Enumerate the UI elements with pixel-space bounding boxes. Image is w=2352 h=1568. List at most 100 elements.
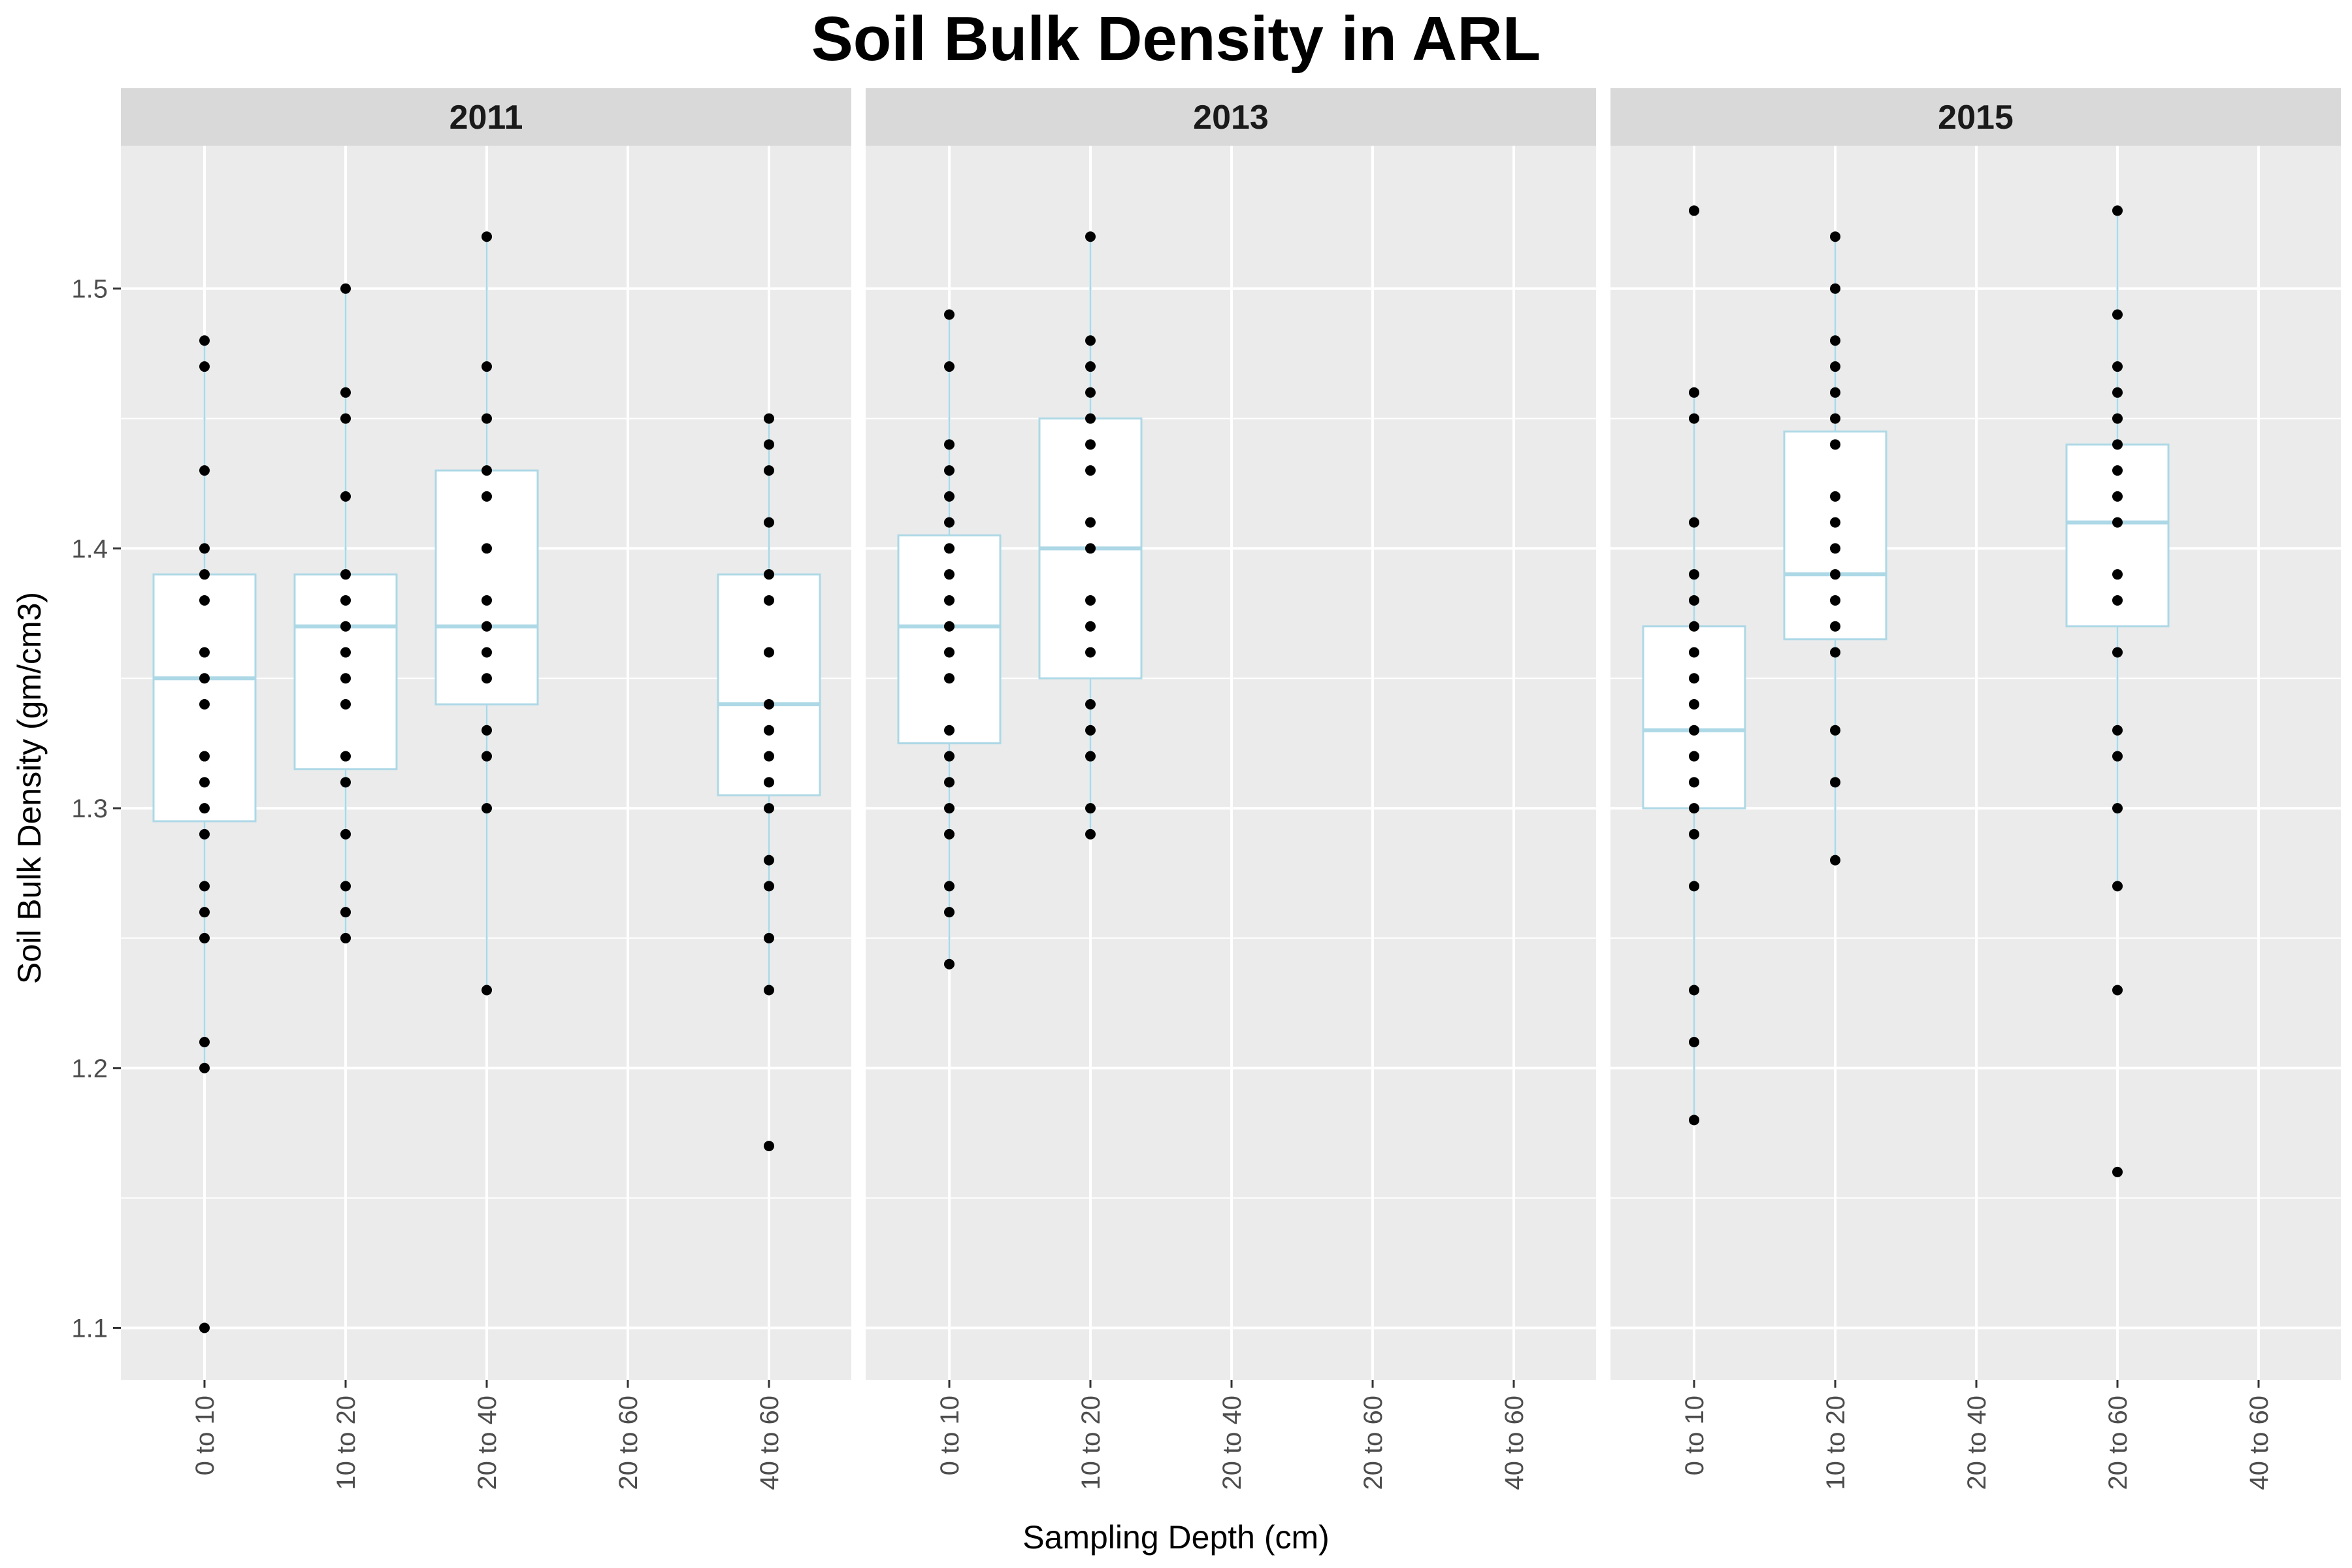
data-point (764, 985, 774, 996)
facet-strip (1610, 88, 2341, 146)
facet-panel-2013: 2013 0 to 10 10 to 20 20 to 40 20 to 60 40 to… (866, 88, 1596, 1490)
data-point (1085, 465, 1096, 476)
data-point (1830, 413, 1840, 424)
data-point (1830, 387, 1840, 398)
data-point (482, 803, 492, 814)
data-point (944, 907, 955, 918)
box-iqr (293, 573, 398, 770)
data-point (340, 828, 351, 840)
data-point (340, 569, 351, 580)
data-point (944, 725, 955, 736)
data-point (764, 725, 774, 736)
data-point (764, 595, 774, 606)
data-point (2112, 803, 2123, 814)
data-point (764, 569, 774, 580)
x-tick-label: 10 to 20 (1077, 1396, 1105, 1490)
data-point (764, 777, 774, 788)
data-point (1830, 595, 1840, 606)
x-tick-label: 20 to 60 (2104, 1396, 2132, 1490)
panels-layer: 2011 0 to 10 10 to 20 20 to 40 20 to 60 40 to… (121, 88, 2341, 1490)
y-tick-label: 1.3 (71, 794, 108, 823)
data-point (1689, 205, 1699, 216)
box-iqr (1783, 430, 1887, 641)
data-point (764, 439, 774, 450)
data-point (482, 413, 492, 424)
data-point (944, 465, 955, 476)
x-tick-label: 40 to 60 (755, 1396, 784, 1490)
data-point (199, 543, 210, 554)
data-point (944, 828, 955, 840)
data-point (1689, 517, 1699, 528)
data-point (199, 361, 210, 372)
data-point (2112, 413, 2123, 424)
data-point (199, 828, 210, 840)
boxplot-20-to-40 (434, 237, 539, 990)
data-point (944, 777, 955, 788)
data-point (944, 673, 955, 684)
data-point (1689, 569, 1699, 580)
data-point (199, 881, 210, 892)
x-tick-label: 0 to 10 (936, 1396, 964, 1475)
data-point (1830, 283, 1840, 294)
y-axis-label: Soil Bulk Density (gm/cm3) (11, 592, 48, 984)
x-axis-label: Sampling Depth (cm) (1022, 1519, 1330, 1556)
data-point (1689, 777, 1699, 788)
data-point (1830, 777, 1840, 788)
x-tick-label: 40 to 60 (2245, 1396, 2274, 1490)
data-point (199, 595, 210, 606)
data-point (764, 465, 774, 476)
data-point (2112, 309, 2123, 320)
y-tick-label: 1.1 (71, 1314, 108, 1343)
data-point (2112, 725, 2123, 736)
data-point (1085, 595, 1096, 606)
data-point (482, 751, 492, 762)
data-point (944, 803, 955, 814)
data-point (2112, 751, 2123, 762)
data-point (2112, 569, 2123, 580)
data-point (482, 647, 492, 658)
data-point (1689, 751, 1699, 762)
data-point (944, 595, 955, 606)
data-point (764, 751, 774, 762)
facet-panel-2015: 2015 0 to 10 10 to 20 20 to 40 20 to 60 40 to… (1610, 88, 2341, 1490)
data-point (1830, 855, 1840, 866)
data-point (340, 751, 351, 762)
data-point (764, 699, 774, 710)
chart-title: Soil Bulk Density in ARL (811, 4, 1541, 74)
data-point (1689, 699, 1699, 710)
data-point (340, 283, 351, 294)
data-point (1085, 621, 1096, 632)
data-point (482, 621, 492, 632)
data-point (1689, 673, 1699, 684)
y-axis: 1.1 1.2 1.3 1.4 1.5 (71, 275, 121, 1343)
data-point (340, 491, 351, 502)
boxplot-10-to-20 (293, 288, 398, 938)
x-tick-label: 40 to 60 (1500, 1396, 1529, 1490)
data-point (1085, 647, 1096, 658)
data-point (2112, 491, 2123, 502)
facet-strip-label: 2013 (1193, 99, 1269, 137)
data-point (340, 699, 351, 710)
data-point (1085, 725, 1096, 736)
data-point (944, 881, 955, 892)
data-point (764, 932, 774, 943)
data-point (1689, 881, 1699, 892)
data-point (1085, 517, 1096, 528)
data-point (2112, 361, 2123, 372)
data-point (199, 751, 210, 762)
facet-strip-label: 2015 (1938, 99, 2014, 137)
data-point (2112, 387, 2123, 398)
data-point (944, 309, 955, 320)
data-point (1689, 725, 1699, 736)
data-point (340, 932, 351, 943)
box-iqr (897, 534, 1002, 745)
boxplot-0-to-10 (897, 314, 1002, 964)
data-point (1830, 725, 1840, 736)
x-tick-label: 20 to 60 (1359, 1396, 1388, 1490)
x-tick-label: 0 to 10 (1680, 1396, 1709, 1475)
data-point (1830, 517, 1840, 528)
data-point (764, 647, 774, 658)
y-tick-label: 1.5 (71, 275, 108, 304)
data-point (944, 361, 955, 372)
